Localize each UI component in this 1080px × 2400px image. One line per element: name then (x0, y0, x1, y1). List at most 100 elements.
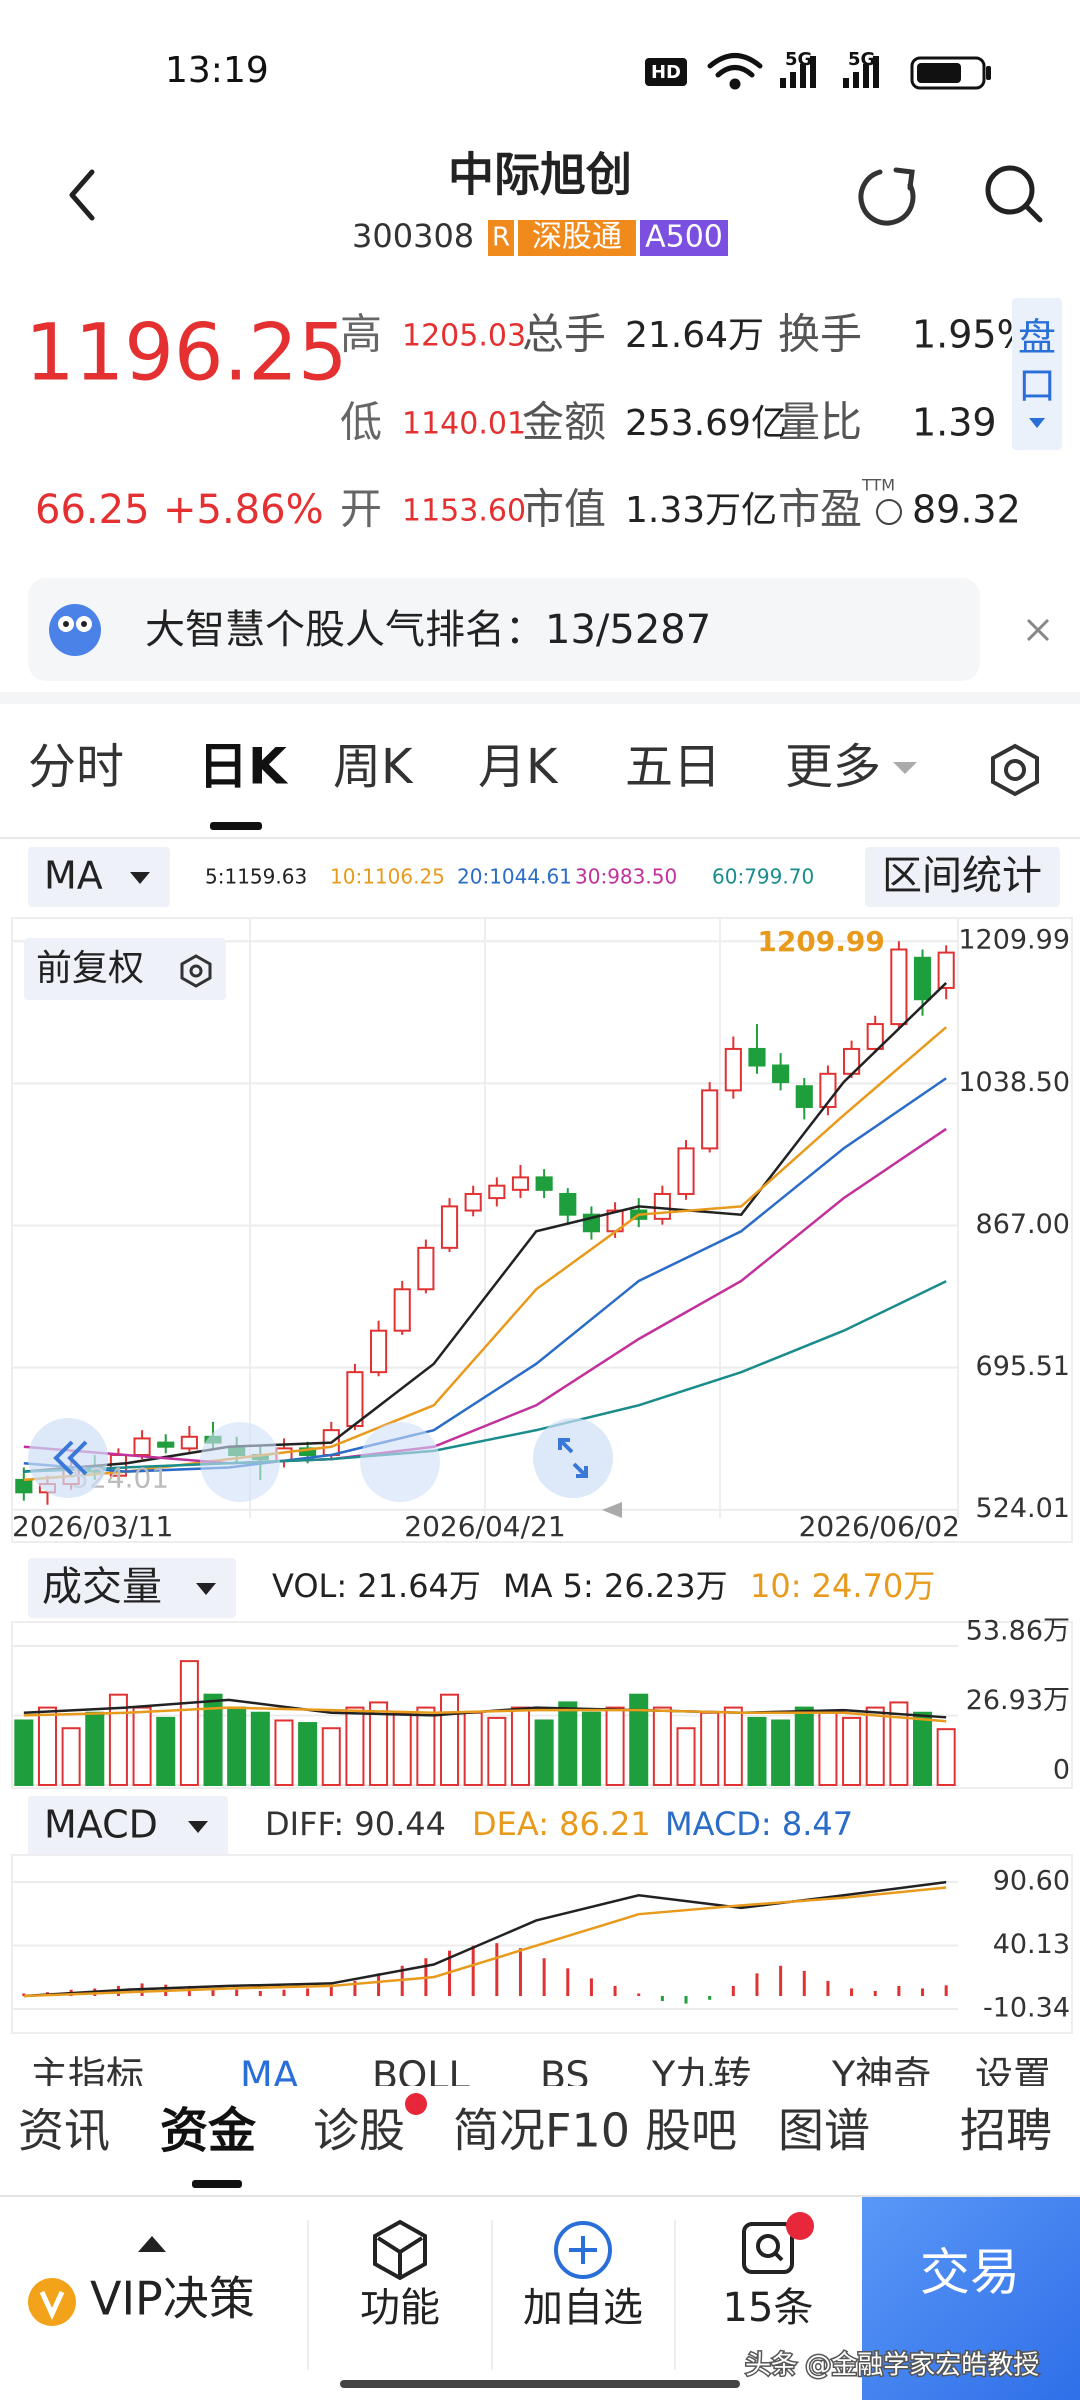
panel-button[interactable] (1012, 298, 1062, 450)
volume-bar (14, 1719, 34, 1787)
status-time: 13:19 (165, 50, 269, 91)
ma-legend-item: 60:799.70 (712, 865, 814, 889)
refresh-button[interactable] (858, 167, 916, 226)
volume-bar (108, 1693, 128, 1786)
macd-bar (826, 1980, 830, 1997)
message-icon (742, 2222, 794, 2274)
messages-button[interactable]: 15条 (723, 2285, 814, 2331)
signal-icon (843, 56, 879, 88)
macd-dea: DEA: 86.21 (472, 1805, 651, 1843)
network-label: 5G (848, 49, 875, 70)
info-icon[interactable] (876, 499, 902, 525)
content-tab[interactable]: 股吧 (645, 2104, 737, 2158)
banner[interactable] (28, 578, 980, 681)
volume-bar (747, 1716, 767, 1786)
settings-button[interactable] (991, 743, 1039, 797)
expand-arrow[interactable] (138, 2236, 166, 2252)
date-label: 2026/03/11 (12, 1510, 173, 1543)
macd-diff: DIFF: 90.44 (265, 1805, 446, 1843)
indicator-option[interactable]: 设置 (975, 2054, 1051, 2098)
y-tick-label: -10.34 (983, 1993, 1070, 2024)
volume-bar (274, 1719, 294, 1787)
battery-icon (910, 56, 991, 90)
wifi-icon (707, 53, 763, 90)
trade-button[interactable] (862, 2197, 1080, 2400)
back-button[interactable] (69, 169, 95, 221)
content-tab[interactable]: 诊股 (313, 2104, 405, 2158)
macd-bar (353, 1980, 357, 1997)
chart-overlay-buttons[interactable] (28, 1418, 622, 1518)
period-tab[interactable]: 月K (478, 739, 559, 795)
period-tab[interactable]: 五日 (625, 739, 721, 795)
close-button[interactable] (1026, 618, 1050, 642)
indicator-option[interactable]: Y神奇 (831, 2054, 931, 2098)
content-tab[interactable]: 招聘 (960, 2104, 1052, 2158)
candle-body (653, 1192, 671, 1220)
macd-bar (589, 1978, 593, 1997)
candle-body (677, 1147, 695, 1195)
volume-bar (416, 1706, 436, 1787)
y-tick-label: 0 (1053, 1755, 1070, 1786)
volume-bar (250, 1711, 270, 1787)
macd-bar (921, 1988, 925, 1997)
indicator-selector[interactable] (28, 1558, 236, 1618)
candle-body (464, 1192, 482, 1212)
content-tab[interactable]: 图谱 (778, 2104, 870, 2158)
candle-body (180, 1435, 198, 1450)
stock-code: 300308 (352, 217, 474, 255)
stock-title: 中际旭创 (448, 148, 632, 202)
volume-bar (227, 1706, 247, 1787)
volume-bar (629, 1693, 649, 1786)
macd-bar (329, 1985, 333, 1997)
hd-icon (645, 58, 687, 86)
kline-chart: 1209.991038.50867.00695.51524.011209.995… (12, 925, 1070, 1524)
volume-bar (558, 1701, 578, 1786)
candle-body (701, 1089, 719, 1150)
macd-bar (258, 1990, 262, 1997)
period-tab[interactable]: 更多 (785, 739, 881, 795)
period-tab[interactable]: 日K (198, 738, 289, 796)
content-tab[interactable]: 资讯 (18, 2104, 110, 2158)
volume-bar (345, 1706, 365, 1787)
function-button[interactable]: 功能 (360, 2285, 440, 2331)
date-label: 2026/06/02 (799, 1510, 960, 1543)
quote-value: 1153.60 (402, 494, 526, 529)
adjust-selector[interactable] (24, 938, 226, 1000)
candle-body (346, 1371, 364, 1428)
ma-line (23, 982, 948, 1473)
last-price: 1196.25 (25, 308, 348, 398)
quote-value: 1140.01 (402, 407, 526, 442)
function-icon (373, 2219, 427, 2281)
volume-bar (156, 1716, 176, 1786)
indicator-selector[interactable] (28, 847, 170, 907)
macd-line (23, 1886, 947, 1998)
macd-bar (282, 1989, 286, 1997)
volume-bar (392, 1711, 412, 1787)
indicator-option[interactable]: 主指标 (30, 2054, 144, 2098)
indicator-option[interactable]: BOLL (372, 2054, 470, 2098)
content-tab[interactable]: 简况F10 (453, 2104, 630, 2158)
dropdown-arrow (196, 1583, 216, 1595)
quote-label: 总手 (522, 310, 606, 359)
indicator-option[interactable]: BS (540, 2054, 590, 2098)
indicator-option[interactable]: MA (240, 2054, 299, 2098)
signal-icon (780, 56, 816, 88)
volume-bar (369, 1701, 389, 1786)
y-tick-label: 40.13 (993, 1929, 1070, 1960)
content-tab[interactable]: 资金 (160, 2103, 257, 2159)
period-tab[interactable]: 周K (333, 739, 414, 795)
candle-body (157, 1441, 175, 1448)
watchlist-button[interactable]: 加自选 (523, 2285, 643, 2331)
period-tab[interactable]: 分时 (28, 739, 124, 795)
indicator-selector[interactable] (28, 1796, 228, 1856)
range-stats-button[interactable] (865, 847, 1060, 907)
vip-button[interactable]: VIP决策 (90, 2272, 255, 2326)
search-button[interactable] (985, 165, 1043, 223)
volume-title: 成交量 (42, 1564, 162, 1610)
y-tick-label: 26.93万 (966, 1685, 1070, 1716)
indicator-option[interactable]: Y九转 (651, 2054, 751, 2098)
quote-label: 开 (340, 485, 382, 534)
network-label: 5G (785, 49, 812, 70)
